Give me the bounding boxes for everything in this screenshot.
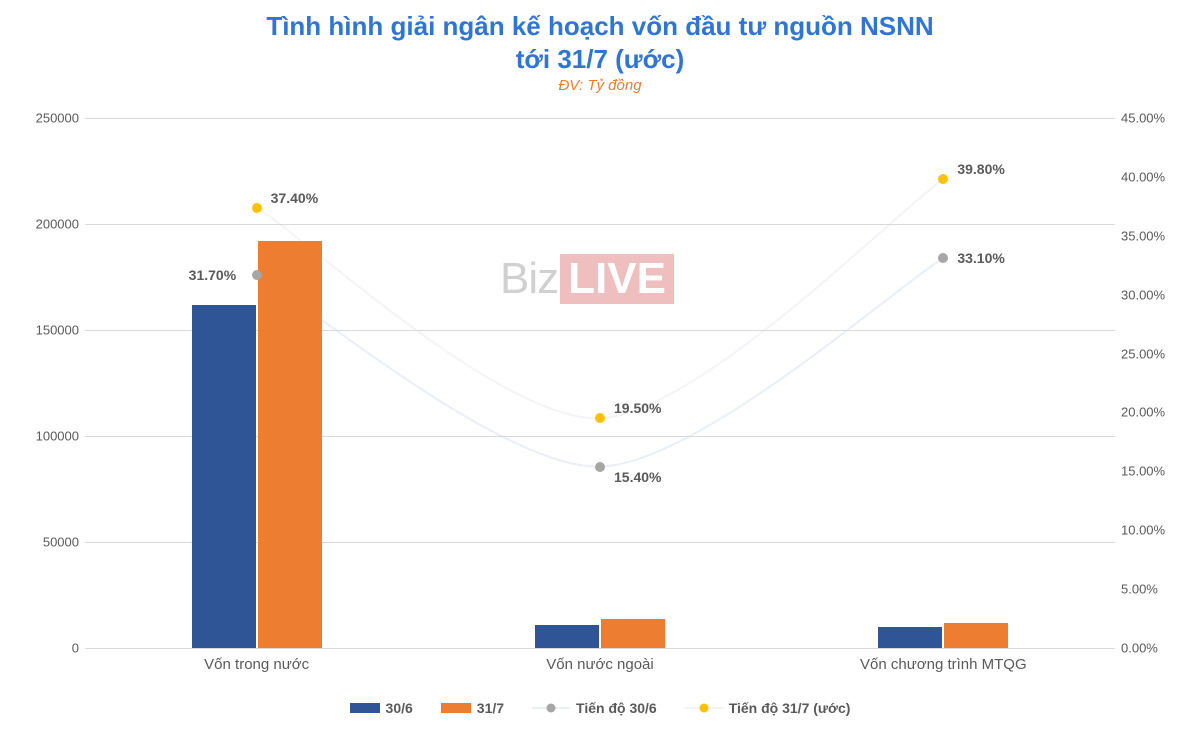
- chart-container: Tình hình giải ngân kế hoạch vốn đầu tư …: [0, 0, 1200, 734]
- y-right-tick: 30.00%: [1115, 287, 1175, 302]
- line-marker: [252, 203, 262, 213]
- legend-label: 30/6: [386, 700, 413, 716]
- chart-title: Tình hình giải ngân kế hoạch vốn đầu tư …: [0, 0, 1200, 75]
- data-label: 39.80%: [957, 161, 1004, 177]
- line-series: [257, 179, 944, 418]
- y-right-tick: 5.00%: [1115, 582, 1175, 597]
- y-right-tick: 10.00%: [1115, 523, 1175, 538]
- y-right-tick: 35.00%: [1115, 228, 1175, 243]
- plot-area: 0500001000001500002000002500000.00%5.00%…: [85, 118, 1115, 648]
- title-line-1: Tình hình giải ngân kế hoạch vốn đầu tư …: [266, 11, 933, 41]
- data-label: 19.50%: [614, 400, 661, 416]
- legend-label: Tiến độ 30/6: [576, 700, 657, 716]
- legend-swatch: [441, 703, 471, 713]
- line-marker: [252, 270, 262, 280]
- legend-marker-icon: [547, 704, 556, 713]
- y-left-tick: 150000: [25, 323, 85, 338]
- y-left-tick: 100000: [25, 429, 85, 444]
- title-line-2: tới 31/7 (ước): [516, 44, 685, 74]
- line-marker: [595, 413, 605, 423]
- legend-label: Tiến độ 31/7 (ước): [729, 700, 851, 716]
- data-label: 15.40%: [614, 469, 661, 485]
- y-left-tick: 0: [25, 641, 85, 656]
- chart-subtitle: ĐV: Tỷ đồng: [0, 77, 1200, 94]
- legend: 30/6 31/7 Tiến độ 30/6 Tiến độ 31/7 (ước): [0, 700, 1200, 716]
- legend-label: 31/7: [477, 700, 504, 716]
- y-right-tick: 15.00%: [1115, 464, 1175, 479]
- gridline: [85, 118, 1115, 119]
- legend-swatch: [350, 703, 380, 713]
- bar: [944, 623, 1008, 648]
- line-marker: [938, 174, 948, 184]
- bar: [601, 619, 665, 648]
- y-right-tick: 45.00%: [1115, 111, 1175, 126]
- y-left-tick: 50000: [25, 535, 85, 550]
- y-left-tick: 200000: [25, 217, 85, 232]
- legend-line-icon: [685, 707, 723, 709]
- gridline: [85, 224, 1115, 225]
- legend-marker-icon: [699, 704, 708, 713]
- legend-item: 31/7: [441, 700, 504, 716]
- x-category-label: Vốn nước ngoài: [428, 648, 771, 673]
- legend-item: 30/6: [350, 700, 413, 716]
- x-category-label: Vốn trong nước: [85, 648, 428, 673]
- legend-line-icon: [532, 707, 570, 709]
- legend-item: Tiến độ 31/7 (ước): [685, 700, 851, 716]
- bar: [535, 625, 599, 648]
- bar: [192, 305, 256, 648]
- data-label: 31.70%: [189, 267, 236, 283]
- y-right-tick: 20.00%: [1115, 405, 1175, 420]
- y-left-tick: 250000: [25, 111, 85, 126]
- y-right-tick: 25.00%: [1115, 346, 1175, 361]
- bar: [878, 627, 942, 648]
- y-right-tick: 40.00%: [1115, 169, 1175, 184]
- x-category-label: Vốn chương trình MTQG: [772, 648, 1115, 673]
- bar: [258, 241, 322, 648]
- y-right-tick: 0.00%: [1115, 641, 1175, 656]
- data-label: 37.40%: [271, 190, 318, 206]
- data-label: 33.10%: [957, 250, 1004, 266]
- line-marker: [938, 253, 948, 263]
- legend-item: Tiến độ 30/6: [532, 700, 657, 716]
- line-marker: [595, 462, 605, 472]
